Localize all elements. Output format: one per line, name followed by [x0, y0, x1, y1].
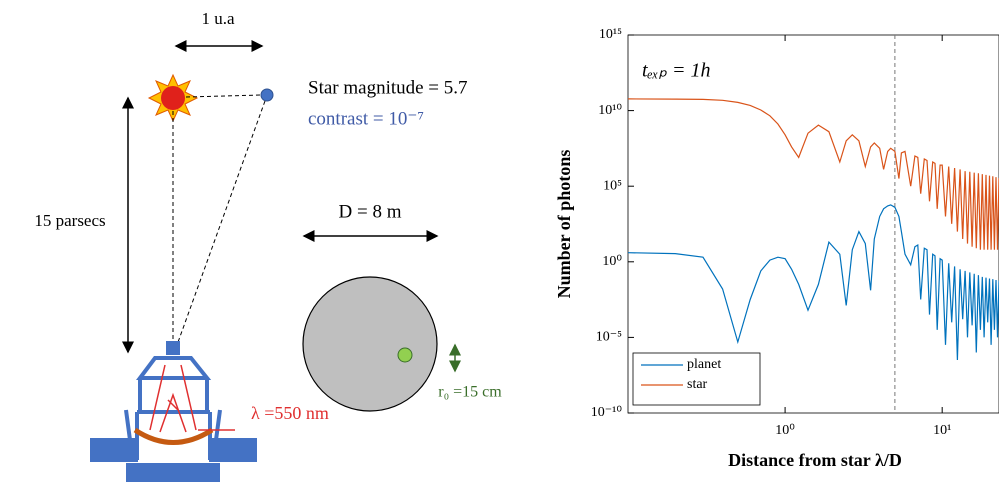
contrast: contrast = 10⁻⁷ — [308, 108, 424, 129]
x-axis-label: Distance from star λ/D — [728, 450, 902, 470]
legend-label: planet — [687, 357, 721, 372]
telescope — [90, 341, 257, 482]
x-tick-label: 10⁰ — [775, 423, 795, 438]
light-rays — [149, 364, 197, 433]
annotation: tₑₓₚ = 1h — [642, 60, 711, 82]
y-tick-label: 10¹⁰ — [598, 103, 622, 118]
r0-label: r₀ =15 cm — [438, 384, 502, 401]
y-tick-label: 10⁵ — [603, 178, 622, 193]
mirror — [133, 427, 214, 445]
y-tick-label: 10⁻⁵ — [596, 330, 622, 345]
line-series — [627, 204, 999, 361]
planet — [260, 88, 274, 102]
line-series — [627, 98, 999, 250]
y-tick-label: 10⁰ — [602, 254, 622, 269]
plot-area — [627, 34, 999, 414]
r0-patch — [397, 347, 413, 363]
star — [161, 86, 185, 110]
sight-lines — [172, 94, 266, 346]
legend-label: star — [687, 377, 708, 392]
star-magnitude: Star magnitude = 5.7 — [308, 77, 468, 98]
legend — [632, 352, 761, 406]
chart: 10⁻¹⁰ 10⁻⁵ 10⁰ 10⁵ 10¹⁰ 10¹⁵ 10⁰ 10¹ tₑₓₚ = 1h Di… — [554, 27, 999, 470]
wavelength-label: λ =550 nm — [251, 403, 329, 423]
diagram: 1 u.a Star magnitude = 5.7 contrast = 10… — [34, 9, 502, 482]
y-tick-label: 10⁻¹⁰ — [591, 405, 623, 420]
y-axis-label: Number of photons — [554, 150, 574, 299]
diameter-label: D = 8 m — [339, 201, 402, 222]
pupil — [302, 276, 438, 412]
y-tick-label: 10¹⁵ — [599, 27, 622, 42]
parsecs-label: 15 parsecs — [34, 211, 105, 230]
x-tick-label: 10¹ — [933, 423, 951, 438]
distance-label: 1 u.a — [201, 9, 235, 28]
